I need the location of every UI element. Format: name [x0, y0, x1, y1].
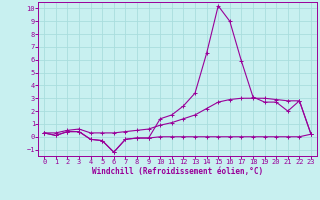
X-axis label: Windchill (Refroidissement éolien,°C): Windchill (Refroidissement éolien,°C) — [92, 167, 263, 176]
